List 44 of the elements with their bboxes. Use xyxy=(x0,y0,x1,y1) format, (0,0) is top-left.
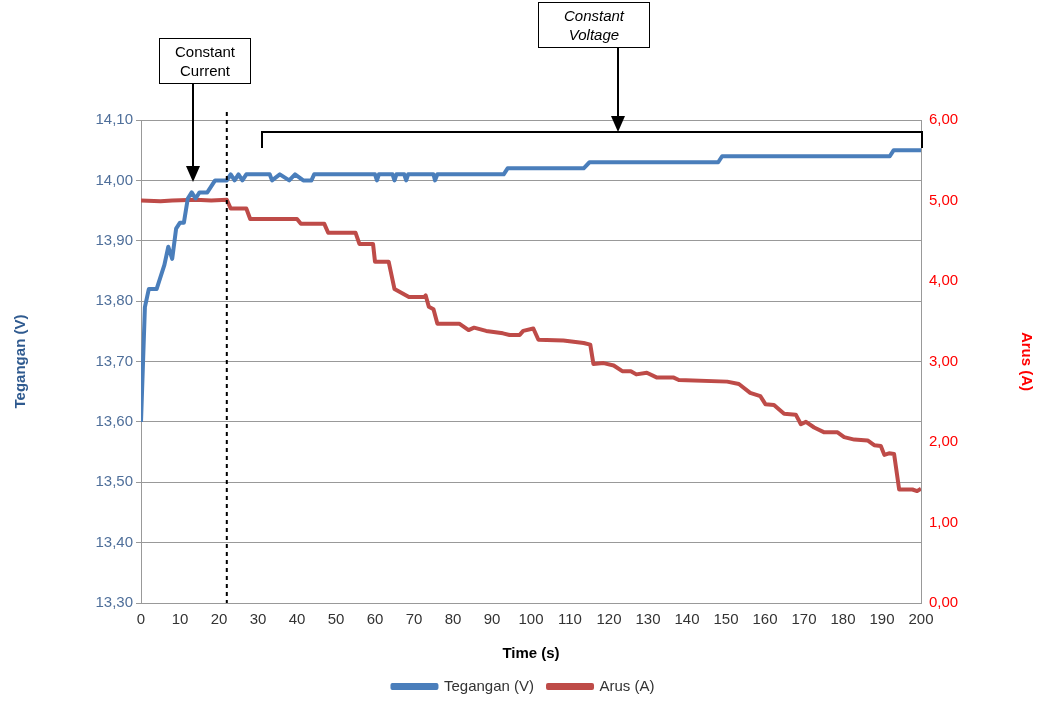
x-tick-label: 170 xyxy=(791,610,817,628)
x-tick-label: 130 xyxy=(635,610,661,628)
x-tick-label: 80 xyxy=(444,610,462,628)
x-tick-label: 40 xyxy=(288,610,306,628)
x-tick-label: 20 xyxy=(210,610,228,628)
y-tick-label: 13,60 xyxy=(95,412,133,430)
text: Constant Current xyxy=(159,38,251,84)
y-tick-label: 13,50 xyxy=(95,472,133,490)
y-tick-label: 13,30 xyxy=(95,593,133,611)
y-tick-label: 13,90 xyxy=(95,230,133,248)
legend-label: Tegangan (V) xyxy=(443,676,535,694)
y-tick-label: 14,10 xyxy=(95,110,133,128)
x-tick-label: 90 xyxy=(483,610,501,628)
x-axis-title: Time (s) xyxy=(502,644,560,662)
x-tick-label: 0 xyxy=(136,610,146,628)
x-tick-label: 30 xyxy=(249,610,267,628)
x-tick-label: 150 xyxy=(713,610,739,628)
x-tick-label: 50 xyxy=(327,610,345,628)
y-tick-label: 13,80 xyxy=(95,291,133,309)
y2-tick-label: 3,00 xyxy=(929,351,959,369)
y2-tick-label: 2,00 xyxy=(929,432,959,450)
y2-tick-label: 1,00 xyxy=(929,512,959,530)
y-axis-title: Tegangan (V) xyxy=(11,314,29,409)
y-tick-label: 13,40 xyxy=(95,532,133,550)
x-tick-label: 110 xyxy=(558,610,582,628)
legend-label: Arus (A) xyxy=(599,676,655,694)
x-tick-label: 180 xyxy=(830,610,856,628)
x-tick-label: 100 xyxy=(518,610,544,628)
y2-tick-label: 5,00 xyxy=(929,190,959,208)
y2-tick-label: 0,00 xyxy=(929,593,959,611)
x-tick-label: 10 xyxy=(171,610,189,628)
y-tick-label: 13,70 xyxy=(95,351,133,369)
y2-tick-label: 6,00 xyxy=(929,110,959,128)
x-tick-label: 70 xyxy=(405,610,423,628)
y-tick-label: 14,00 xyxy=(95,170,133,188)
y2-axis-title: Arus (A) xyxy=(1018,331,1036,392)
x-tick-label: 120 xyxy=(596,610,622,628)
x-tick-label: 140 xyxy=(674,610,700,628)
text: Constant Voltage xyxy=(538,2,650,48)
x-tick-label: 60 xyxy=(366,610,384,628)
x-tick-label: 200 xyxy=(908,610,934,628)
y2-tick-label: 4,00 xyxy=(929,271,959,289)
x-tick-label: 190 xyxy=(869,610,895,628)
x-tick-label: 160 xyxy=(752,610,778,628)
